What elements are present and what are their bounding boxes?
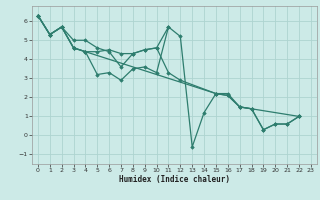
X-axis label: Humidex (Indice chaleur): Humidex (Indice chaleur): [119, 175, 230, 184]
